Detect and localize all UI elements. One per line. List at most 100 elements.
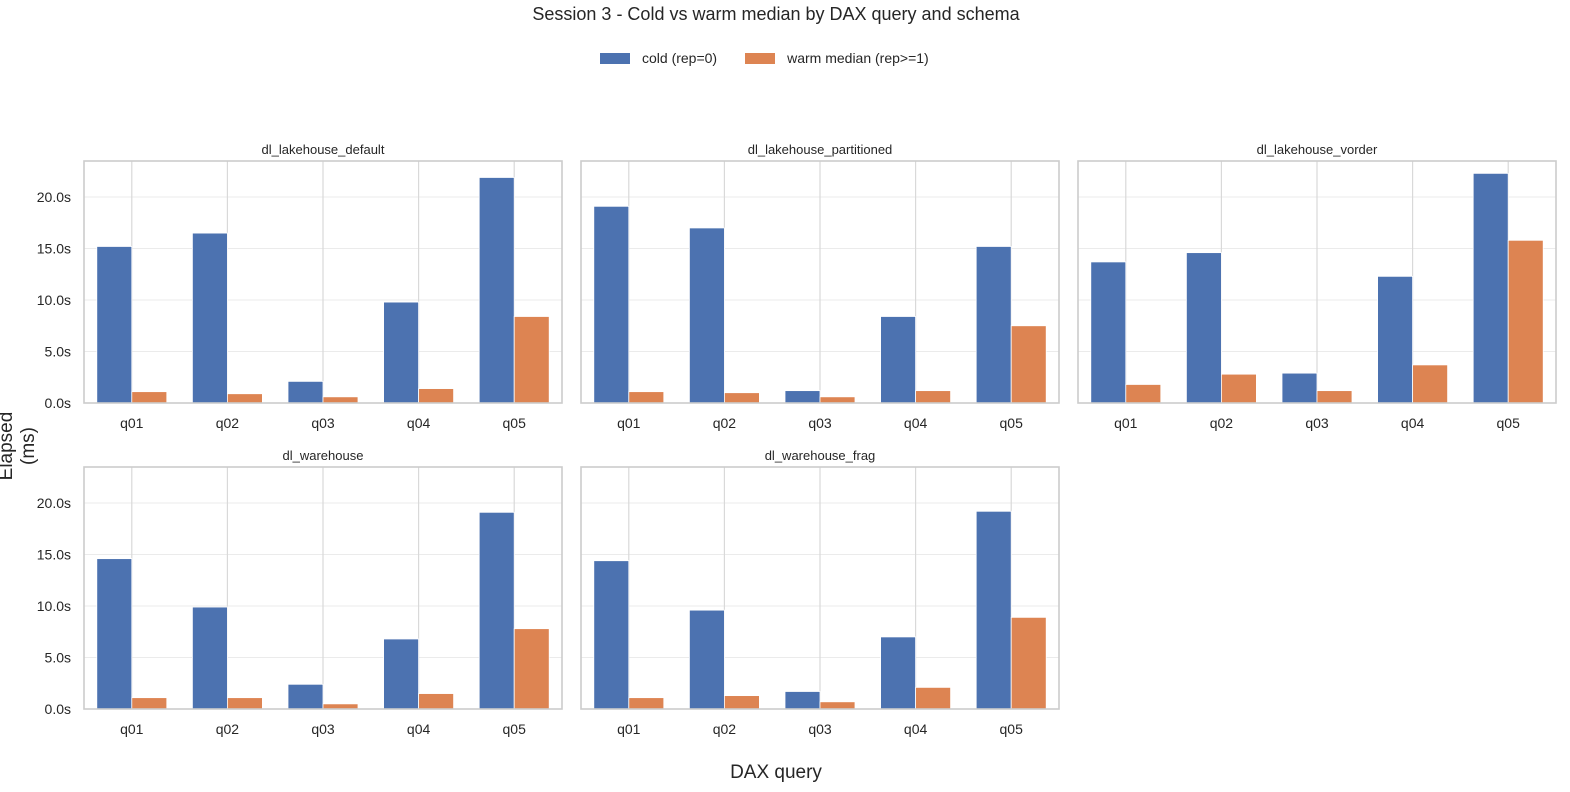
- panel-4-bar-warm-q04: [418, 693, 455, 710]
- panel-5-bar-warm-q04: [915, 686, 951, 710]
- panel-3-bar-cold-q03: [1281, 372, 1318, 404]
- panel-4-xtick-q03: q03: [311, 721, 335, 737]
- panel-2-bar-cold-q05: [975, 246, 1012, 404]
- panel-3-xtick-q02: q02: [1210, 415, 1234, 431]
- panel-3-bar-warm-q03: [1316, 390, 1353, 404]
- panel-1-ytick-4: 20.0s: [37, 189, 71, 205]
- panel-3-xtick-q03: q03: [1305, 415, 1329, 431]
- panel-2-bar-warm-q04: [915, 390, 951, 404]
- panel-3-bar-warm-q02: [1221, 373, 1257, 404]
- panel-4-bar-cold-q02: [191, 606, 228, 710]
- panel-1-bar-cold-q01: [96, 246, 133, 404]
- panel-4-bar-warm-q05: [513, 628, 550, 710]
- panel-4-frame: [83, 466, 563, 710]
- panel-3-bar-warm-q01: [1125, 384, 1162, 404]
- panel-3-xtick-q05: q05: [1497, 415, 1521, 431]
- panel-2-bar-cold-q01: [593, 205, 630, 404]
- panel-3-xtick-q01: q01: [1114, 415, 1138, 431]
- panel-4-xtick-q05: q05: [503, 721, 527, 737]
- panel-2-bar-warm-q05: [1010, 325, 1047, 404]
- panel-5-bar-cold-q04: [880, 636, 916, 710]
- panel-1-bar-warm-q01: [131, 391, 168, 404]
- panel-4-bar-warm-q02: [226, 697, 263, 710]
- panel-5-title: dl_warehouse_frag: [765, 448, 876, 463]
- panel-4-xtick-q01: q01: [120, 721, 144, 737]
- panel-3-bar-cold-q01: [1090, 261, 1127, 404]
- legend-entry-cold: cold (rep=0): [600, 50, 717, 66]
- panel-1-bar-warm-q04: [418, 388, 455, 404]
- panel-1-bar-cold-q05: [478, 177, 515, 404]
- panel-3-bar-cold-q04: [1377, 275, 1413, 404]
- panel-4-xtick-q02: q02: [216, 721, 240, 737]
- legend-swatch-warm: [745, 52, 776, 64]
- panel-1-ytick-3: 15.0s: [37, 241, 71, 257]
- panel-1: dl_lakehouse_default q01 q02 q03 q04 q05 0.0s 5…: [37, 142, 563, 431]
- panel-3-xtick-q04: q04: [1401, 415, 1425, 431]
- panel-2-xtick-q04: q04: [904, 415, 928, 431]
- panel-4-bar-warm-q01: [131, 697, 168, 710]
- panel-1-frame: [83, 160, 563, 404]
- panel-3-bar-cold-q05: [1472, 172, 1509, 404]
- panel-2-xtick-q01: q01: [617, 415, 641, 431]
- panel-2: dl_lakehouse_partitioned q01 q02 q03 q04 q05: [580, 142, 1060, 431]
- panel-4-ytick-1: 5.0s: [45, 650, 71, 666]
- panel-4-ytick-0: 0.0s: [45, 701, 71, 717]
- panel-5-xtick-q01: q01: [617, 721, 641, 737]
- panel-4-bar-cold-q01: [96, 558, 133, 710]
- panel-3-frame: [1077, 160, 1557, 404]
- panel-4-ytick-4: 20.0s: [37, 495, 71, 511]
- panel-5-bar-warm-q02: [724, 695, 760, 710]
- panel-1-xtick-q05: q05: [503, 415, 527, 431]
- figure-title: Session 3 - Cold vs warm median by DAX q…: [532, 4, 1020, 24]
- panel-4-ytick-3: 15.0s: [37, 547, 71, 563]
- panel-1-bar-cold-q04: [383, 301, 420, 404]
- panel-2-bar-warm-q01: [628, 391, 665, 404]
- panel-3-bar-warm-q05: [1507, 239, 1544, 404]
- legend-entry-warm: warm median (rep>=1): [745, 50, 929, 66]
- panel-1-ytick-2: 10.0s: [37, 292, 71, 308]
- panel-1-ytick-0: 0.0s: [45, 395, 71, 411]
- x-axis-label: DAX query: [730, 762, 822, 783]
- panel-2-xtick-q02: q02: [713, 415, 737, 431]
- panel-1-ytick-1: 5.0s: [45, 344, 71, 360]
- panel-2-title: dl_lakehouse_partitioned: [748, 142, 893, 157]
- panel-5-bar-warm-q01: [628, 697, 665, 710]
- panel-2-bar-warm-q02: [724, 392, 760, 404]
- panel-5-frame: [580, 466, 1060, 710]
- panel-2-bar-cold-q02: [689, 227, 725, 404]
- panel-4-bar-cold-q04: [383, 638, 420, 710]
- panel-4-ytick-2: 10.0s: [37, 598, 71, 614]
- panel-5-bar-cold-q05: [975, 510, 1012, 710]
- panel-5-bar-cold-q03: [784, 691, 821, 710]
- panel-2-xtick-q05: q05: [1000, 415, 1024, 431]
- panel-3-bar-warm-q04: [1412, 364, 1448, 404]
- panel-5-bar-cold-q01: [593, 560, 630, 710]
- panel-4-bar-cold-q03: [287, 683, 324, 710]
- panel-2-xtick-q03: q03: [808, 415, 832, 431]
- panel-4: dl_warehouse q01 q02 q03 q04 q05 0.0s 5.0s 10.0s…: [37, 448, 563, 737]
- panel-1-xtick-q03: q03: [311, 415, 335, 431]
- panel-5-xtick-q02: q02: [713, 721, 737, 737]
- panel-5-xtick-q03: q03: [808, 721, 832, 737]
- panel-2-frame: [580, 160, 1060, 404]
- legend-swatch-cold: [600, 52, 630, 64]
- panel-1-title: dl_lakehouse_default: [262, 142, 385, 157]
- panel-1-bar-warm-q02: [226, 393, 263, 404]
- legend-label-warm: warm median (rep>=1): [787, 50, 929, 66]
- panel-1-bar-cold-q03: [287, 380, 324, 404]
- panel-4-title: dl_warehouse: [283, 448, 364, 463]
- panel-5-bar-warm-q05: [1010, 616, 1047, 710]
- panel-2-bar-warm-q03: [819, 396, 856, 404]
- panel-3-bar-cold-q02: [1186, 252, 1222, 404]
- panel-2-bar-cold-q03: [784, 390, 821, 404]
- legend-label-cold: cold (rep=0): [642, 50, 718, 66]
- panel-1-bar-warm-q05: [513, 316, 550, 404]
- panel-5-xtick-q05: q05: [1000, 721, 1024, 737]
- panel-4-bar-cold-q05: [478, 511, 515, 710]
- panel-1-bar-warm-q03: [322, 396, 359, 404]
- panel-3: dl_lakehouse_vorder q01 q02 q03 q04 q05: [1077, 142, 1557, 431]
- legend: cold (rep=0) warm median (rep>=1): [600, 50, 957, 66]
- panel-1-xtick-q04: q04: [407, 415, 431, 431]
- panel-1-xtick-q01: q01: [120, 415, 144, 431]
